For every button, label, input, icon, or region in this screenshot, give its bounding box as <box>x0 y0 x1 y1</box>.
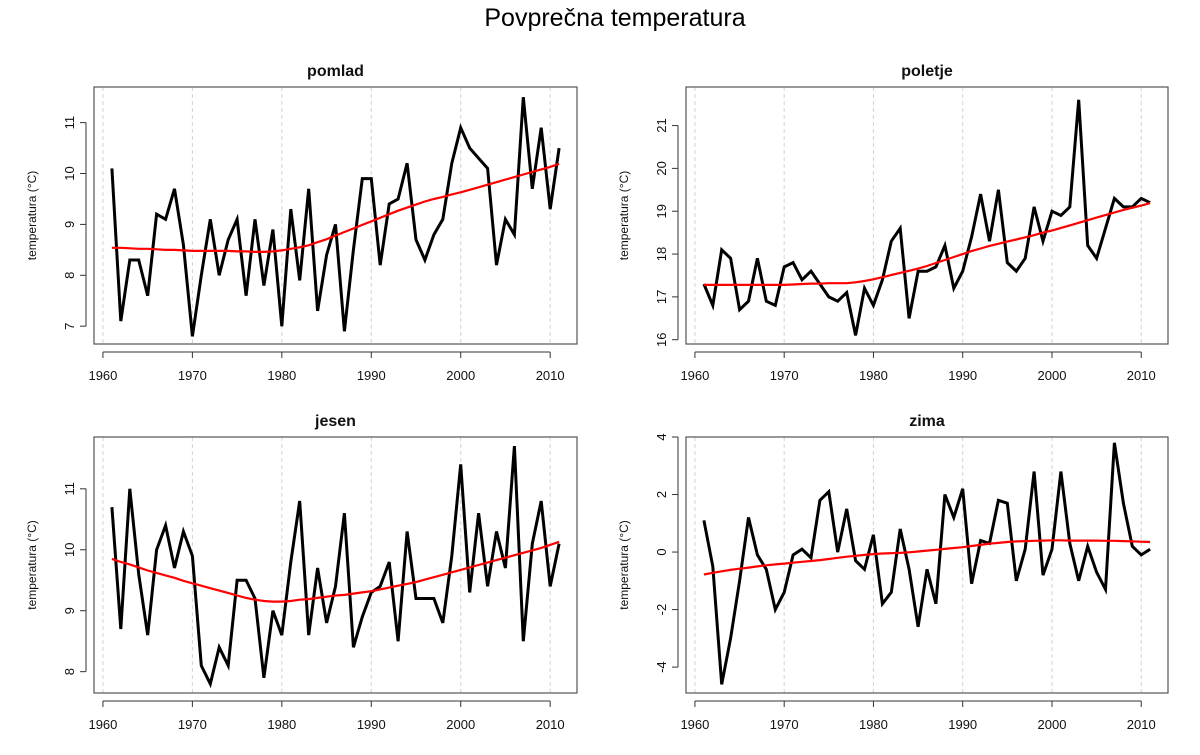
y-axis-label: temperatura (°C) <box>617 171 631 261</box>
y-tick-label: 2 <box>654 491 669 498</box>
main-title: Povprečna temperatura <box>484 4 746 32</box>
series-line-trend <box>111 162 560 253</box>
x-tick-label: 1980 <box>267 368 296 383</box>
plot-frame <box>93 86 578 345</box>
y-tick-label: 11 <box>62 482 77 496</box>
x-tick-label: 1980 <box>267 717 296 732</box>
plot-frame <box>685 436 1169 694</box>
x-tick-label: 1960 <box>680 717 709 732</box>
series-line-temperatura <box>702 442 1151 685</box>
panel-title: zima <box>909 413 945 430</box>
x-tick-label: 2000 <box>446 368 475 383</box>
y-tick-label: -2 <box>654 604 669 616</box>
x-tick-label: 1970 <box>770 368 799 383</box>
x-tick-label: 1960 <box>88 368 117 383</box>
x-tick-label: 2010 <box>1127 717 1156 732</box>
y-tick-label: 7 <box>62 323 77 330</box>
y-tick-label: 4 <box>654 433 669 440</box>
panel-poletje: 1960 1970 1980 1990 2000 2010 16 17 18 19 20 21 temp… <box>617 63 1169 383</box>
y-tick-label: 0 <box>654 548 669 555</box>
x-tick-label: 2010 <box>1127 368 1156 383</box>
y-tick-label: 18 <box>654 247 669 261</box>
x-tick-label: 1990 <box>357 717 386 732</box>
plot-frame <box>685 86 1169 345</box>
y-tick-label: 9 <box>62 607 77 614</box>
x-tick-label: 1980 <box>859 717 888 732</box>
panel-title: jesen <box>314 413 356 430</box>
x-tick-label: 1970 <box>178 368 207 383</box>
x-tick-label: 2000 <box>1038 717 1067 732</box>
y-tick-label: 21 <box>654 118 669 132</box>
panel-zima: 1960 1970 1980 1990 2000 2010 -4 -2 0 2 4 temperatu… <box>617 413 1169 732</box>
panel-jesen: 1960 1970 1980 1990 2000 2010 8 9 10 11 temperatur… <box>25 413 578 732</box>
y-tick-label: 20 <box>654 161 669 175</box>
x-tick-label: 2000 <box>446 717 475 732</box>
panel-title: poletje <box>901 63 953 80</box>
y-tick-label: 10 <box>62 166 77 180</box>
x-tick-label: 2010 <box>536 717 565 732</box>
y-tick-label: 17 <box>654 290 669 304</box>
x-tick-label: 2010 <box>536 368 565 383</box>
panel-pomlad: 1960 1970 1980 1990 2000 2010 7 8 9 10 11 temperatu… <box>25 63 578 383</box>
x-tick-label: 1990 <box>948 717 977 732</box>
panel-title: pomlad <box>307 63 364 80</box>
y-tick-label: 11 <box>62 116 77 130</box>
series-line-temperatura <box>110 445 561 689</box>
x-tick-label: 1970 <box>178 717 207 732</box>
y-axis-label: temperatura (°C) <box>25 171 39 261</box>
y-tick-label: 10 <box>62 543 77 557</box>
x-tick-label: 1960 <box>88 717 117 732</box>
y-tick-label: 9 <box>62 221 77 228</box>
x-tick-label: 1990 <box>948 368 977 383</box>
x-tick-label: 2000 <box>1038 368 1067 383</box>
x-tick-label: 1960 <box>680 368 709 383</box>
series-line-temperatura <box>110 97 561 337</box>
y-axis-label: temperatura (°C) <box>25 520 39 610</box>
y-tick-label: -4 <box>654 661 669 673</box>
y-tick-label: 8 <box>62 272 77 279</box>
series-line-temperatura <box>702 99 1151 336</box>
x-tick-label: 1970 <box>770 717 799 732</box>
y-tick-label: 19 <box>654 204 669 218</box>
y-axis-label: temperatura (°C) <box>617 520 631 610</box>
series-line-trend <box>111 540 560 603</box>
plot-frame <box>93 436 578 694</box>
x-tick-label: 1980 <box>859 368 888 383</box>
series-line-trend <box>703 539 1151 576</box>
x-tick-label: 1990 <box>357 368 386 383</box>
y-tick-label: 8 <box>62 668 77 675</box>
series-line-trend <box>703 202 1151 286</box>
y-tick-label: 16 <box>654 332 669 346</box>
